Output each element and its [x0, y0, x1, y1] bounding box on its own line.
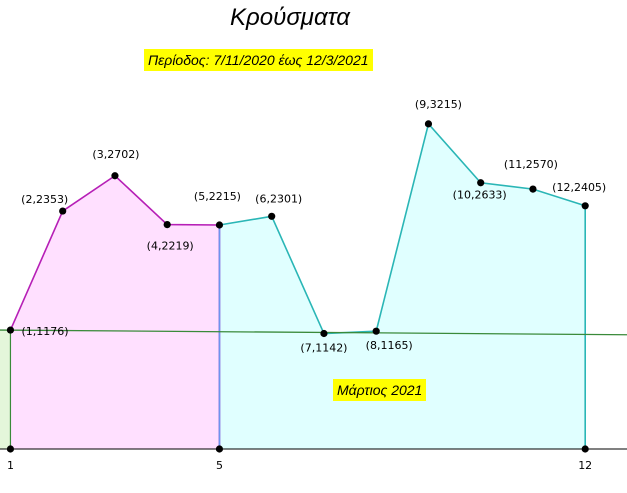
- x-tick-label: 12: [578, 459, 592, 472]
- data-point: [529, 185, 537, 193]
- month-annotation: Μάρτιος 2021: [333, 379, 427, 401]
- data-point: [424, 120, 433, 128]
- area-fills: [0, 123, 586, 449]
- data-label: (2,2353): [21, 193, 68, 206]
- data-points: [6, 120, 589, 453]
- data-point: [477, 179, 485, 187]
- data-point: [6, 326, 15, 334]
- series-lines: [0, 122, 627, 450]
- data-label: (6,2301): [255, 192, 302, 205]
- trend-line: [0, 329, 627, 336]
- data-point: [59, 207, 67, 215]
- left-area-fill: [0, 330, 11, 449]
- x-tick-label: 1: [7, 459, 14, 472]
- data-label: (5,2215): [194, 190, 241, 203]
- segment-1-fill: [10, 175, 220, 449]
- data-label: (9,3215): [415, 98, 462, 111]
- data-label: (11,2570): [504, 158, 558, 171]
- data-point: [163, 220, 171, 229]
- chart-title: Κρούσματα: [230, 4, 350, 31]
- segment-2-fill: [219, 123, 586, 449]
- data-point: [268, 212, 276, 220]
- data-label: (12,2405): [552, 181, 606, 194]
- data-label: (3,2702): [92, 148, 139, 161]
- baseline-point: [215, 445, 224, 453]
- x-tick-label: 5: [216, 459, 223, 472]
- x-axis-ticks: 1 5 12: [7, 459, 592, 472]
- segment-2-line: [219, 122, 586, 335]
- data-point: [215, 221, 224, 229]
- point-labels: (1,1176) (2,2353) (3,2702) (4,2219) (5,2215)…: [21, 98, 606, 355]
- data-label: (8,1165): [366, 339, 413, 352]
- data-label: (7,1142): [300, 342, 347, 355]
- data-point: [581, 202, 589, 210]
- data-point: [320, 329, 328, 338]
- data-label: (1,1176): [21, 325, 68, 338]
- baseline-point: [6, 445, 15, 453]
- baseline-point: [581, 445, 589, 453]
- data-label: (4,2219): [147, 240, 194, 253]
- period-annotation: Περίοδος: 7/11/2020 έως 12/3/2021: [144, 49, 373, 71]
- data-point: [372, 327, 380, 335]
- data-label: (10,2633): [453, 189, 507, 202]
- data-point: [111, 172, 119, 180]
